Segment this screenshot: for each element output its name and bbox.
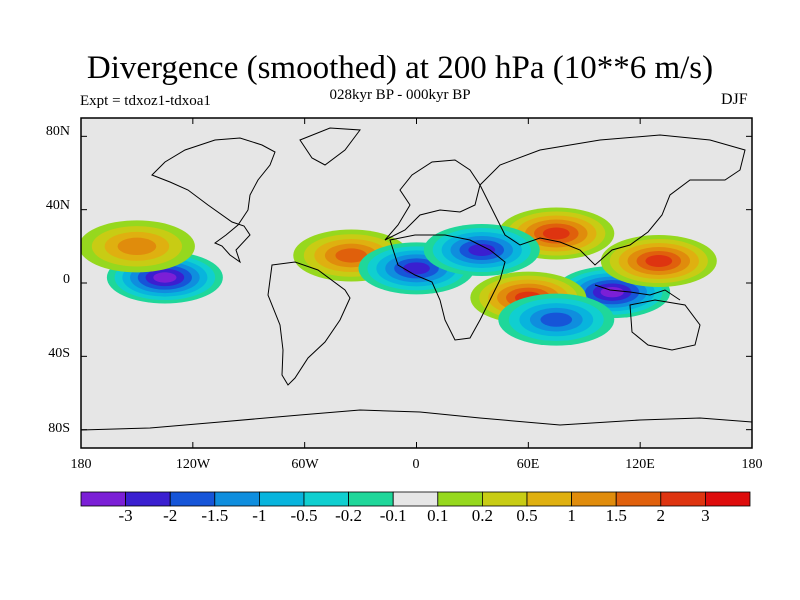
colorbar-swatch	[214, 491, 260, 507]
coast-antarctica	[81, 409, 752, 431]
lat-label-80n: 80N	[45, 124, 70, 139]
north-atlantic-divergence-contour	[335, 248, 368, 263]
chart-subtitle: 028kyr BP - 000kyr BP	[329, 87, 471, 103]
coast-south-america	[267, 261, 351, 386]
arabia-divergence-contour	[542, 227, 570, 240]
colorbar-label: 1.5	[605, 506, 627, 525]
colorbar-label: 3	[701, 506, 710, 525]
colorbar-label: -0.2	[335, 506, 363, 525]
lat-label-40n: 40N	[45, 198, 70, 213]
indonesia-convergence-contour	[600, 286, 624, 298]
colorbar-label: 0.2	[471, 506, 494, 525]
colorbar-swatch	[615, 491, 662, 507]
season-label: DJF	[721, 91, 748, 108]
colorbar-label: -0.1	[379, 506, 407, 525]
lon-label-120e: 120E	[625, 457, 655, 472]
colorbar-swatch	[660, 491, 706, 507]
lon-label-120w: 120W	[175, 457, 211, 472]
axis-ticks	[80, 118, 753, 448]
colorbar-swatch	[125, 491, 171, 507]
colorbar-swatch	[392, 491, 439, 507]
colorbar-swatch	[571, 491, 617, 507]
anomaly-field	[81, 207, 717, 346]
coast-greenland	[299, 127, 361, 166]
colorbar-swatch	[437, 491, 483, 507]
experiment-label: Expt = tdxoz1-tdxoa1	[80, 93, 211, 109]
colorbar-swatch	[258, 491, 305, 507]
colorbar-label: -0.5	[290, 506, 318, 525]
chart-title: Divergence (smoothed) at 200 hPa (10**6 …	[86, 50, 714, 86]
coast-indonesia	[594, 284, 681, 301]
lon-label-180e: 180	[741, 457, 763, 472]
indian-ocean-convergence-contour	[540, 312, 573, 327]
colorbar-swatch	[705, 491, 751, 507]
colorbar-swatch	[169, 491, 216, 507]
lat-label-0: 0	[63, 272, 70, 287]
colorbar-label: -1.5	[201, 506, 229, 525]
central-pacific-convergence-contour	[153, 272, 177, 283]
lat-label-80s: 80S	[48, 421, 70, 436]
coastlines	[81, 127, 752, 431]
lat-label-40s: 40S	[48, 346, 70, 361]
coast-africa	[389, 234, 506, 341]
mid-atlantic-convergence-contour	[403, 262, 430, 275]
colorbar-label: 0.5	[516, 506, 538, 525]
eastern-europe-convergence-contour	[468, 244, 496, 256]
colorbar-swatch	[80, 491, 126, 507]
colorbar-label: -2	[163, 506, 178, 525]
colorbar-swatch	[481, 491, 528, 507]
colorbar-label: 1	[567, 506, 576, 525]
colorbar-swatch	[526, 491, 572, 507]
lon-label-60w: 60W	[291, 457, 319, 472]
colorbar-swatch	[303, 491, 349, 507]
colorbar-label: 0.1	[427, 506, 449, 525]
coast-europe	[384, 159, 481, 241]
coast-australia	[629, 299, 701, 351]
colorbar-label: -3	[118, 506, 133, 525]
lon-label-0: 0	[412, 457, 420, 472]
north-pacific-divergence-contour	[117, 237, 157, 255]
lon-label-180w: 180	[70, 457, 92, 472]
colorbar-label: -1	[252, 506, 267, 525]
west-pacific-divergence-contour	[645, 255, 673, 267]
colorbar-swatch	[348, 491, 394, 507]
lon-label-60e: 60E	[516, 457, 540, 472]
colorbar	[80, 491, 751, 507]
coast-asia	[479, 134, 746, 266]
coast-north-america	[151, 137, 276, 264]
colorbar-label: 2	[656, 506, 666, 525]
